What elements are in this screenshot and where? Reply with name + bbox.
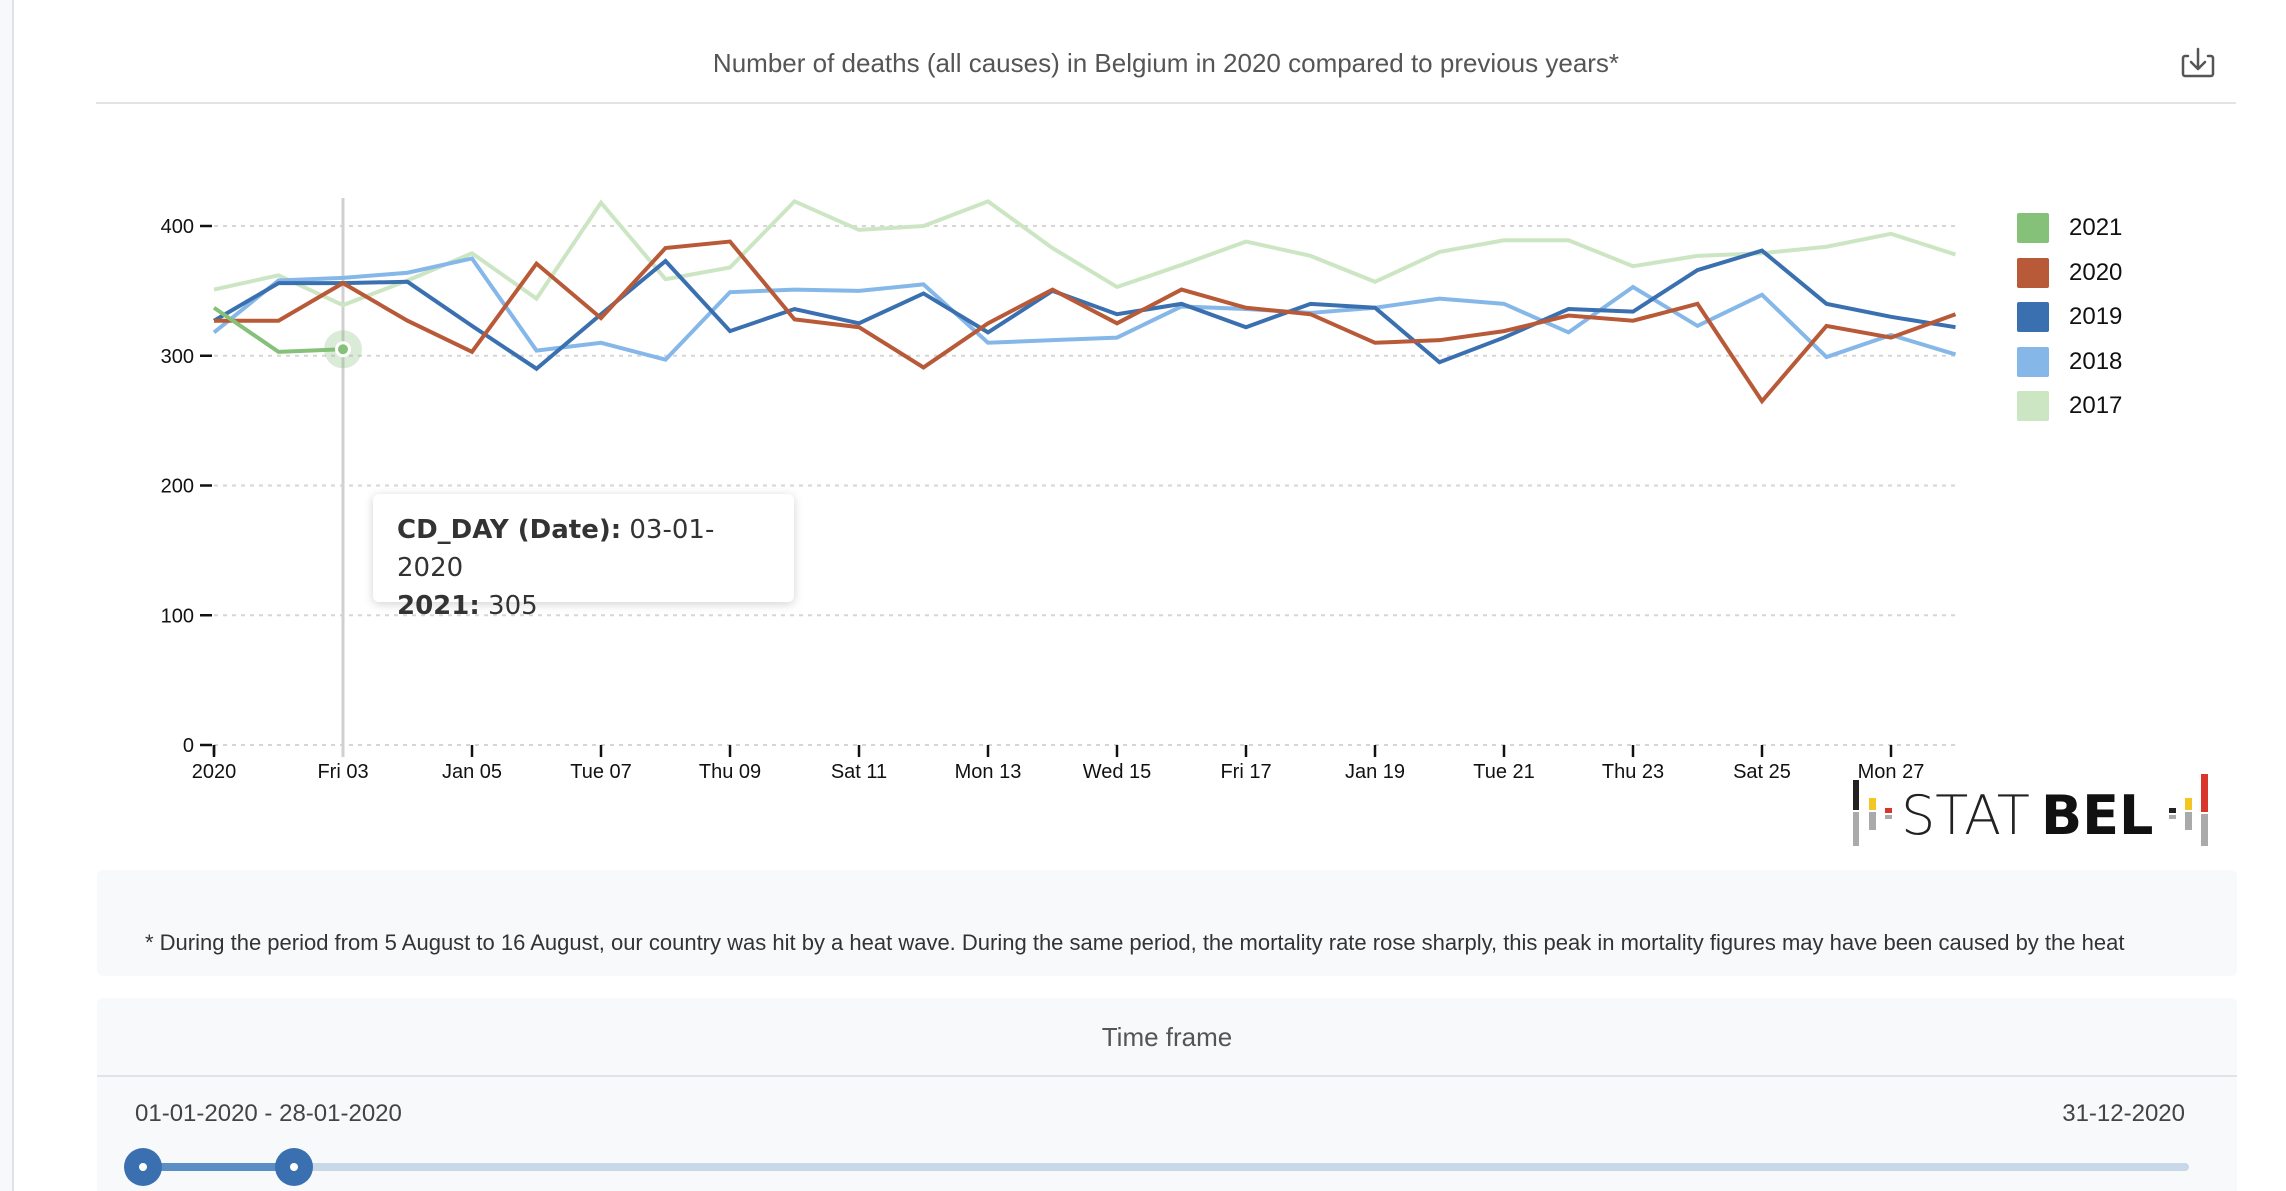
tooltip-series-value: 305 (479, 591, 538, 621)
legend-label: 2019 (2069, 303, 2123, 331)
download-icon (2181, 47, 2215, 78)
legend-item-2018[interactable]: 2018 (2017, 340, 2122, 385)
legend-item-2020[interactable]: 2020 (2017, 251, 2122, 296)
y-tick-label: 400 (161, 216, 194, 238)
time-frame-slider-selection (143, 1163, 295, 1171)
time-frame-start-handle[interactable] (124, 1148, 162, 1186)
y-tick-label: 100 (161, 605, 194, 627)
x-tick-label: Tue 07 (570, 761, 632, 783)
x-tick-label: Mon 27 (1858, 761, 1925, 783)
selected-range-label: 01-01-2020 - 28-01-2020 (135, 1100, 402, 1127)
y-tick-label: 200 (161, 476, 194, 498)
tooltip-date-key: CD_DAY (Date): (397, 515, 622, 545)
legend-label: 2018 (2069, 347, 2123, 375)
y-axis: 0 100 200 300 400 (161, 216, 212, 757)
series-line-2020 (214, 239, 1957, 405)
time-frame-divider (97, 1075, 2237, 1077)
legend-item-2021[interactable]: 2021 (2017, 206, 2122, 251)
line-chart: 0 100 200 300 400 2020 Fri 03 Jan 05 Tue 07 Thu … (161, 198, 1957, 783)
x-tick-label: Fri 17 (1220, 761, 1271, 783)
tooltip-series-key: 2021: (397, 591, 480, 621)
legend-swatch (2017, 213, 2049, 244)
legend-label: 2020 (2069, 258, 2123, 286)
tooltip-date-value: 03-01-2020 (397, 515, 715, 583)
x-tick-label: Thu 23 (1602, 761, 1664, 783)
gridlines (214, 225, 1956, 746)
footnote-text: * During the period from 5 August to 16 … (145, 930, 2125, 955)
tooltip-date-row: CD_DAY (Date): 03-01-2020 (397, 511, 770, 587)
series-line-2021 (212, 306, 344, 354)
y-tick-label: 300 (161, 346, 194, 368)
time-frame-slider-track[interactable] (124, 1148, 2189, 1186)
x-tick-label: Mon 13 (955, 761, 1022, 783)
x-tick-label: Wed 15 (1083, 761, 1152, 783)
y-tick-label: 0 (183, 735, 194, 757)
legend-swatch (2017, 302, 2049, 333)
legend-swatch (2017, 257, 2049, 288)
tooltip-value-row: 2021: 305 (397, 587, 770, 625)
statbel-logo: STAT BEL (1853, 774, 2208, 847)
chart-title: Number of deaths (all causes) in Belgium… (712, 48, 1620, 78)
download-button[interactable] (2180, 46, 2216, 80)
x-tick-label: Jan 05 (442, 761, 502, 783)
x-tick-label: Sat 11 (831, 761, 887, 783)
series-line-2017 (213, 198, 1957, 308)
header-divider (96, 102, 2236, 104)
left-panel-edge (0, 0, 14, 1191)
x-tick-label: Sat 25 (1733, 761, 1791, 783)
x-tick-label: Thu 09 (699, 761, 761, 783)
time-frame-title: Time frame (1101, 1022, 1233, 1052)
range-end-label: 31-12-2020 (2062, 1100, 2185, 1127)
x-tick-label: Tue 21 (1473, 761, 1535, 783)
series-line-2019 (212, 248, 1956, 372)
legend: 2021 2020 2019 2018 2017 (2017, 206, 2122, 429)
x-axis: 2020 Fri 03 Jan 05 Tue 07 Thu 09 Sat 11 Mon 13… (192, 745, 1925, 783)
legend-item-2017[interactable]: 2017 (2017, 384, 2122, 429)
time-frame-panel: Time frame 01-01-2020 - 28-01-2020 31-12… (97, 998, 2237, 1191)
logo-text-bel: BEL (2041, 784, 2153, 847)
hover-marker (324, 330, 362, 369)
legend-label: 2021 (2069, 214, 2123, 242)
legend-swatch (2017, 346, 2049, 377)
x-tick-label: Fri 03 (317, 761, 368, 783)
footnote-panel: * During the period from 5 August to 16 … (97, 870, 2237, 976)
hover-point (338, 344, 348, 355)
x-tick-label: Jan 19 (1345, 761, 1405, 783)
logo-text-stat: STAT (1901, 784, 2030, 847)
time-frame-end-handle[interactable] (275, 1148, 314, 1186)
chart-tooltip: CD_DAY (Date): 03-01-2020 2021: 305 (373, 494, 794, 621)
x-tick-label: 2020 (192, 761, 237, 783)
legend-swatch (2017, 391, 2049, 422)
series-lines (212, 198, 1957, 405)
legend-label: 2017 (2069, 392, 2123, 420)
legend-item-2019[interactable]: 2019 (2017, 295, 2122, 340)
